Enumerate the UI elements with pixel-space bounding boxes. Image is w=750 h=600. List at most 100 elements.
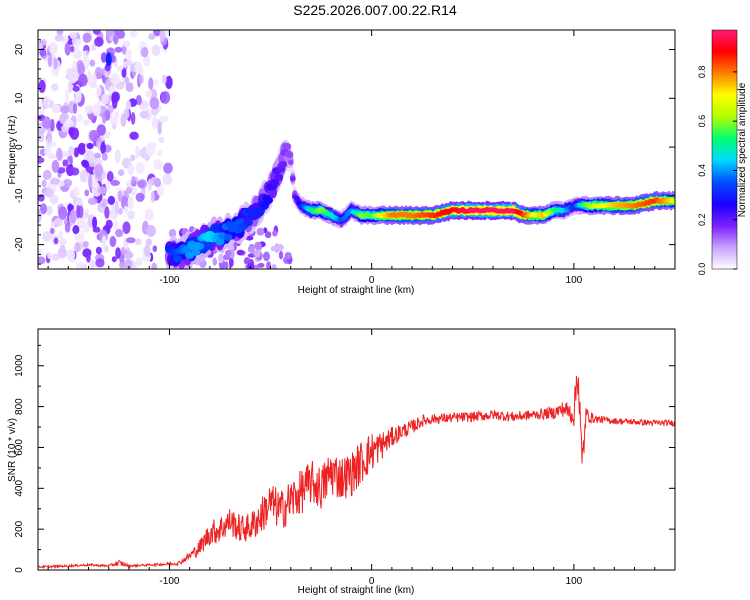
noise-blob [139,75,144,84]
noise-blob [62,159,69,167]
noise-blob [131,176,136,184]
noise-blob [148,33,156,40]
noise-blob [82,241,89,248]
noise-blob [77,142,87,155]
noise-blob [228,257,234,268]
colorbar-frame [711,29,738,270]
noise-blob [94,66,103,79]
noise-blob [58,206,68,220]
noise-blob [49,194,59,205]
noise-blob [72,186,80,198]
snr-x-axis-label: Height of straight line (km) [298,585,415,596]
noise-blob [124,76,130,84]
noise-blob [85,150,95,165]
noise-blob [92,30,101,35]
noise-blob [74,38,82,46]
noise-blob [144,208,154,222]
noise-blob [270,245,277,252]
noise-blob [105,30,114,37]
noise-blob [56,30,64,36]
noise-blob [129,30,138,38]
noise-blob [48,42,58,55]
noise-blob [51,159,60,173]
noise-blob [153,159,163,170]
y-tick-label: 0 [14,567,25,573]
noise-blob [114,149,121,163]
noise-blob [68,145,75,156]
x-tick-label: -100 [159,275,179,286]
figure-title: S225.2026.007.00.22.R14 [293,2,457,18]
y-tick-label: 600 [14,439,25,456]
ridge-blob [290,176,296,182]
noise-blob [225,249,232,256]
noise-blob [95,258,105,268]
noise-blob [145,89,152,98]
noise-blob [218,253,224,264]
noise-blob [139,110,149,119]
noise-blob [160,91,171,104]
noise-blob [102,112,107,124]
noise-blob [145,238,152,247]
y-tick-label: 800 [14,398,25,415]
noise-blob [224,261,229,269]
noise-blob [115,247,121,259]
noise-blob [90,181,100,188]
noise-blob [70,167,80,176]
ridge-blob [672,199,675,205]
noise-blob [272,230,278,237]
noise-blob [72,85,80,92]
ridge-blob [173,255,182,263]
noise-blob [50,177,60,185]
noise-blob [90,43,97,51]
noise-blob [39,47,47,57]
noise-blob [115,229,124,238]
noise-blob [163,162,173,174]
noise-blob [256,227,265,236]
colorbar-tick-label: 0.4 [697,164,707,177]
noise-blob [93,152,101,159]
noise-blob [74,242,80,253]
x-tick-label: 0 [369,275,375,286]
noise-blob [69,127,80,140]
noise-blob [168,228,177,238]
snr-y-axis-label: SNR (10 * v/v) [7,418,18,482]
noise-blob [100,93,110,105]
x-tick-label: 100 [566,576,583,587]
noise-blob [42,169,52,180]
noise-blob [148,77,154,90]
noise-blob [64,89,70,103]
noise-blob [159,115,169,123]
noise-blob [284,252,292,260]
noise-blob [263,251,270,262]
noise-blob [135,161,145,175]
y-tick-label: -10 [14,188,25,203]
noise-blob [278,250,284,260]
noise-blob [94,36,104,47]
noise-blob [153,177,161,188]
noise-blob [88,175,93,189]
snr-plot-area [38,329,675,570]
noise-blob [212,257,217,266]
y-tick-label: 1000 [14,354,25,377]
noise-blob [130,112,136,125]
ridge-blob [195,242,205,250]
noise-blob [107,195,116,205]
y-tick-label: -20 [14,237,25,252]
x-tick-label: -100 [159,576,179,587]
noise-blob [125,186,133,194]
noise-blob [264,231,272,239]
noise-blob [119,261,126,269]
noise-blob [153,79,159,86]
noise-blob [127,164,135,176]
noise-blob [125,59,133,66]
noise-blob [130,154,136,162]
noise-blob [152,245,158,252]
x-tick-label: 100 [566,275,583,286]
colorbar-tick-label: 0.8 [697,66,707,79]
noise-blob [45,205,53,216]
noise-blob [151,262,157,269]
noise-blob [134,238,142,246]
